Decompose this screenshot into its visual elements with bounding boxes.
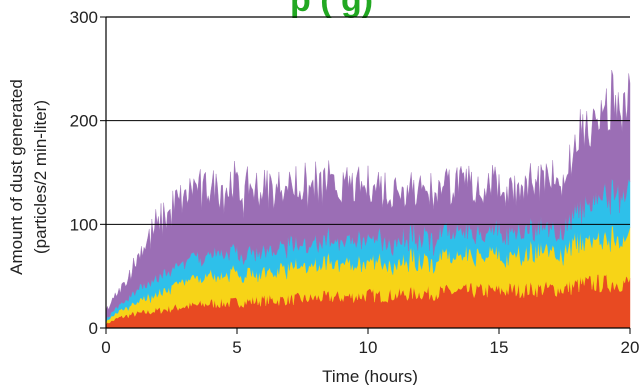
series-area-4 <box>105 69 631 322</box>
gridlines <box>106 120 630 225</box>
y-tick-label-100: 100 <box>70 215 98 234</box>
x-axis-label: Time (hours) <box>322 367 418 385</box>
y-tick-label-0: 0 <box>89 319 98 338</box>
x-axis-ticks: 0 5 10 15 20 <box>101 328 639 357</box>
chart-title: p ( g) <box>0 0 642 20</box>
y-tick-label-300: 300 <box>70 8 98 27</box>
x-tick-label-15: 15 <box>490 338 509 357</box>
x-tick-label-5: 5 <box>232 338 241 357</box>
x-tick-label-20: 20 <box>621 338 640 357</box>
y-axis-label-line1: Amount of dust generated <box>7 79 26 275</box>
chart-title-text: p ( g) <box>290 0 374 19</box>
y-axis-label-line2: (particles/2 min-liter) <box>31 100 50 254</box>
series-areas <box>105 69 631 329</box>
x-tick-label-0: 0 <box>101 338 110 357</box>
y-tick-label-200: 200 <box>70 112 98 131</box>
x-tick-label-10: 10 <box>359 338 378 357</box>
y-axis-ticks: 0 100 200 300 <box>70 8 106 338</box>
